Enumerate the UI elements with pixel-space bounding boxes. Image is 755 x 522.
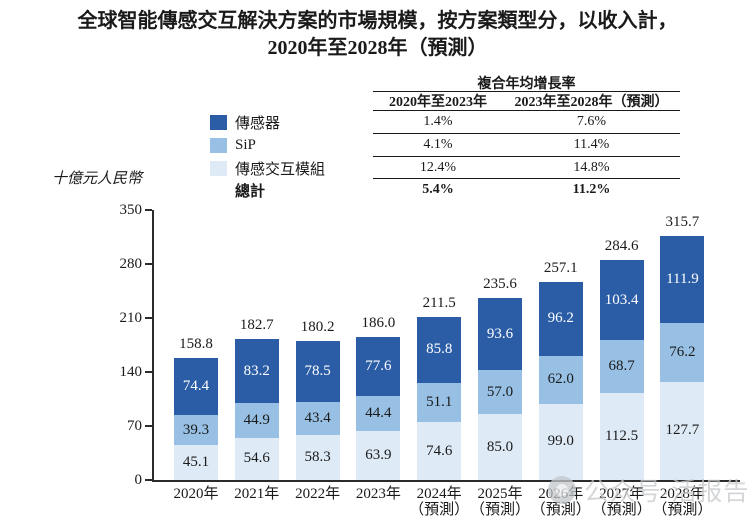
- legend-label-sip: SiP: [235, 137, 256, 153]
- chart-title-line1: 全球智能傳感交互解決方案的市場規模，按方案類型分，以收入計，: [77, 10, 678, 32]
- cagr-col-header-1: 2020年至2023年: [373, 92, 503, 111]
- cagr-value: 1.4%: [373, 111, 503, 134]
- stacked-bar-chart-plot: 0 70 140 210 280 350 74.4 39.3 45.1 158.8 2020年 83.…: [120, 202, 740, 518]
- y-axis-tick: [145, 263, 152, 265]
- bar-segment-傳感交互模組: 63.9: [356, 430, 401, 480]
- y-axis-tick-label: 70: [127, 418, 142, 434]
- watermark: 公众号·活报告: [548, 472, 749, 508]
- bar-total-label: 180.2: [300, 319, 335, 335]
- x-axis-label: 2020年: [173, 486, 219, 502]
- bar-group-2021: 83.2 44.9 54.6: [234, 339, 279, 480]
- spacer: [210, 92, 373, 111]
- x-axis-label: 2028年 （預測）: [652, 486, 713, 518]
- y-axis-tick: [145, 425, 152, 427]
- bar-total-label: 158.8: [179, 335, 213, 352]
- bar-segment-傳感交互模組: 112.5: [599, 393, 644, 480]
- bar-segment-SiP: 57.0: [478, 370, 522, 415]
- bar-group-2022: 78.5 43.4 58.3: [295, 341, 340, 480]
- bar-total-label: 315.7: [665, 214, 700, 231]
- bar-segment-傳感器: 77.6: [356, 336, 401, 397]
- chart-title-line2: 2020年至2028年（預測）: [267, 37, 488, 59]
- legend-item-sip: SiP: [210, 134, 373, 157]
- bar-segment-傳感器: 96.2: [538, 281, 583, 356]
- y-axis-unit-label: 十億元人民幣: [52, 171, 143, 187]
- bar-group-2024: 85.8 51.1 74.6: [417, 316, 462, 480]
- cagr-value: 11.4%: [503, 134, 680, 157]
- bar-segment-SiP: 39.3: [174, 414, 218, 446]
- bar-segment-傳感交互模組: 58.3: [295, 435, 340, 480]
- legend-item-total: 總計: [235, 183, 266, 200]
- watermark-text: 公众号·活报告: [584, 478, 750, 506]
- y-axis-tick: [145, 317, 152, 319]
- bar-segment-傳感器: 103.4: [599, 260, 644, 341]
- bar-total-label: 182.7: [239, 317, 274, 334]
- cagr-table-header: 複合年均增長率: [373, 74, 680, 92]
- y-axis-tick-label: 140: [119, 364, 143, 380]
- legend-item-module: 傳感交互模組: [210, 157, 373, 179]
- x-axis-label: 2023年: [355, 486, 401, 502]
- bar-segment-SiP: 62.0: [538, 355, 583, 404]
- y-axis-tick: [145, 209, 152, 211]
- cagr-value-total: 11.2%: [572, 182, 611, 197]
- y-axis-tick-label: 210: [119, 310, 143, 326]
- bar-segment-傳感器: 111.9: [660, 236, 705, 323]
- y-axis-tick: [145, 479, 152, 481]
- bar-segment-SiP: 44.9: [234, 403, 279, 438]
- bar-total-label: 235.6: [483, 276, 517, 293]
- bar-total-label: 257.1: [543, 259, 578, 276]
- cagr-value: 12.4%: [373, 157, 503, 179]
- bar-segment-SiP: 44.4: [356, 396, 401, 431]
- watermark-logo-icon: [548, 476, 576, 504]
- legend-swatch-module: [210, 160, 227, 176]
- y-axis-tick-label: 350: [119, 202, 143, 218]
- y-axis-tick-label: 280: [119, 256, 143, 272]
- bar-segment-傳感交互模組: 85.0: [478, 414, 522, 480]
- bar-total-label: 186.0: [361, 314, 396, 331]
- bar-segment-傳感器: 78.5: [295, 341, 340, 402]
- chart-title: 全球智能傳感交互解決方案的市場規模，按方案類型分，以收入計， 2020年至202…: [0, 8, 755, 62]
- legend-swatch-sip: [210, 138, 227, 153]
- bar-segment-SiP: 68.7: [599, 340, 644, 394]
- legend-swatch-sensor: [210, 115, 227, 130]
- x-axis-label: 2021年: [234, 486, 280, 502]
- cagr-col-header-2: 2023年至2028年（預測）: [503, 92, 680, 111]
- cagr-table: 複合年均增長率 2020年至2023年 2023年至2028年（預測） 傳感器 …: [210, 74, 680, 201]
- spacer: [210, 74, 373, 92]
- bar-segment-傳感交互模組: 99.0: [538, 403, 583, 480]
- bar-segment-SiP: 43.4: [295, 401, 340, 436]
- bar-total-label: 284.6: [604, 238, 639, 255]
- bar-group-2020: 74.4 39.3 45.1: [174, 357, 218, 480]
- y-axis-tick-label: 0: [134, 472, 143, 488]
- bar-group-2028: 111.9 76.2 127.7: [660, 236, 705, 480]
- cagr-value: 4.1%: [373, 134, 503, 157]
- bar-segment-SiP: 51.1: [417, 383, 462, 423]
- bar-segment-傳感器: 83.2: [234, 339, 279, 404]
- bar-segment-傳感器: 74.4: [174, 357, 218, 415]
- bar-segment-傳感交互模組: 54.6: [234, 437, 279, 480]
- legend-label-sensor: 傳感器: [235, 116, 281, 132]
- bar-group-2023: 77.6 44.4 63.9: [356, 336, 401, 480]
- cagr-value: 7.6%: [503, 111, 680, 134]
- bar-total-label: 211.5: [422, 294, 456, 311]
- x-axis-label: 2025年 （預測）: [469, 486, 530, 518]
- bar-group-2026: 96.2 62.0 99.0: [538, 281, 583, 480]
- legend-item-sensor: 傳感器: [210, 111, 373, 134]
- bar-group-2027: 103.4 68.7 112.5: [599, 260, 644, 480]
- legend-label-module: 傳感交互模組: [235, 161, 326, 178]
- bar-segment-傳感器: 85.8: [417, 316, 462, 384]
- x-axis-label: 2022年: [295, 486, 341, 502]
- x-axis-label: 2024年 （預測）: [409, 486, 470, 518]
- bar-segment-傳感器: 93.6: [478, 298, 522, 371]
- bar-segment-傳感交互模組: 127.7: [660, 381, 705, 480]
- x-axis-label: 2027年 （預測）: [591, 486, 652, 518]
- bar-group-2025: 93.6 57.0 85.0: [478, 298, 522, 480]
- bar-segment-SiP: 76.2: [660, 322, 705, 382]
- bar-segment-傳感交互模組: 45.1: [174, 445, 218, 480]
- cagr-value: 14.8%: [503, 157, 680, 179]
- bar-segment-傳感交互模組: 74.6: [417, 422, 462, 480]
- cagr-value-total: 5.4%: [422, 182, 454, 197]
- y-axis-tick: [145, 371, 152, 373]
